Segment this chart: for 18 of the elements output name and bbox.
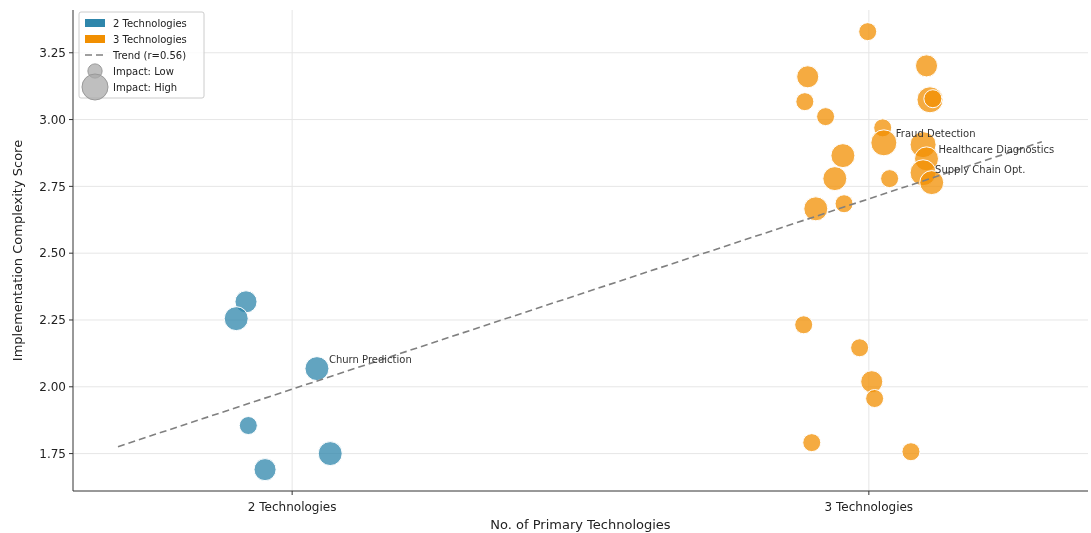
y-axis-title: Implementation Complexity Score xyxy=(10,139,25,362)
legend-label: Impact: Low xyxy=(113,65,174,77)
y-tick-label: 1.75 xyxy=(39,446,66,461)
legend-label: Impact: High xyxy=(113,81,178,93)
y-tick-label: 2.50 xyxy=(39,246,66,261)
y-tick-label: 3.25 xyxy=(39,45,66,60)
annotation: Healthcare Diagnostics xyxy=(938,143,1055,155)
y-tick-label: 3.00 xyxy=(39,112,66,127)
legend-label: 2 Technologies xyxy=(113,17,187,29)
annotation: Churn Prediction xyxy=(328,353,412,365)
legend-label: Trend (r=0.56) xyxy=(112,49,187,61)
legend-label: 3 Technologies xyxy=(113,33,187,45)
annotation: Supply Chain Opt. xyxy=(935,163,1026,175)
y-tick-label: 2.75 xyxy=(39,179,66,194)
x-axis-title: No. of Primary Technologies xyxy=(490,517,671,532)
annotation: Fraud Detection xyxy=(895,127,976,139)
y-tick-label: 2.25 xyxy=(39,313,66,328)
y-tick-label: 2.00 xyxy=(39,379,66,394)
